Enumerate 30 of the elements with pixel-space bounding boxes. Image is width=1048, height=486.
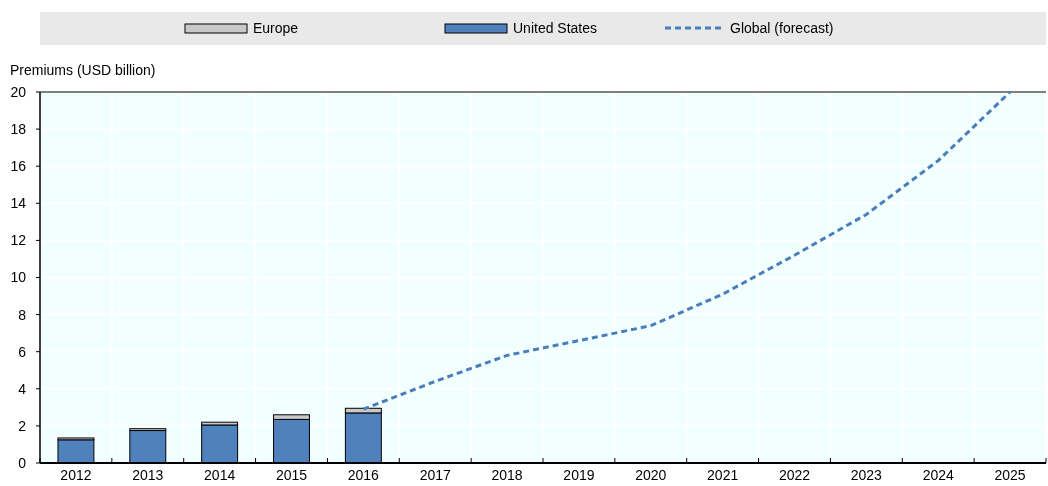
y-tick-label: 8 bbox=[18, 306, 27, 323]
x-tick-label: 2020 bbox=[635, 467, 667, 483]
y-tick-label: 18 bbox=[10, 121, 27, 137]
x-tick-label: 2014 bbox=[204, 467, 236, 483]
y-tick-label: 4 bbox=[18, 380, 27, 397]
x-tick-label: 2022 bbox=[778, 467, 811, 483]
y-tick-label: 2 bbox=[18, 417, 27, 434]
y-tick-label: 14 bbox=[10, 195, 27, 212]
x-tick-label: 2023 bbox=[850, 467, 883, 483]
x-tick-label: 2021 bbox=[707, 467, 739, 483]
x-tick-label: 2017 bbox=[419, 467, 451, 483]
x-tick-label: 2015 bbox=[275, 467, 308, 483]
x-tick-label: 2012 bbox=[60, 467, 92, 483]
legend-label: United States bbox=[513, 19, 598, 36]
x-tick-label: 2024 bbox=[922, 467, 954, 483]
y-tick-label: 16 bbox=[10, 158, 27, 175]
line-series bbox=[361, 90, 1012, 411]
x-tick-label: 2013 bbox=[132, 467, 164, 483]
x-tick-label: 2025 bbox=[994, 467, 1026, 483]
x-tick-label: 2016 bbox=[347, 467, 380, 483]
x-tick-label: 2019 bbox=[563, 467, 595, 483]
y-tick-label: 12 bbox=[10, 232, 27, 249]
legend-label: Europe bbox=[253, 19, 299, 36]
y-tick-label: 0 bbox=[18, 454, 27, 471]
x-tick-label: 2018 bbox=[491, 467, 523, 483]
y-tick-label: 6 bbox=[18, 343, 27, 360]
y-tick-label: 10 bbox=[10, 269, 27, 286]
legend-label: Global (forecast) bbox=[730, 19, 834, 36]
y-tick-label: 20 bbox=[10, 83, 27, 100]
y-axis-title: Premiums (USD billion) bbox=[10, 62, 156, 78]
